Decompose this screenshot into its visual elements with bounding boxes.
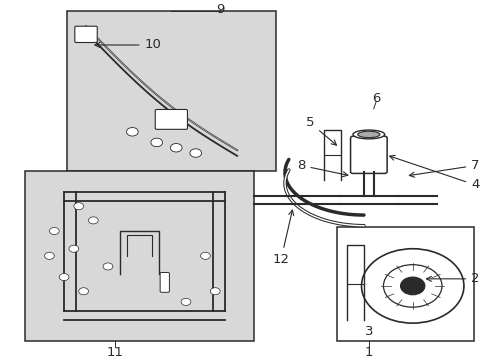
Text: 11: 11	[106, 346, 123, 359]
Text: 10: 10	[95, 39, 161, 51]
FancyBboxPatch shape	[75, 26, 97, 42]
FancyBboxPatch shape	[160, 273, 169, 292]
Circle shape	[210, 288, 220, 295]
Circle shape	[88, 217, 98, 224]
Circle shape	[69, 245, 79, 252]
FancyBboxPatch shape	[350, 136, 386, 174]
Circle shape	[151, 138, 162, 147]
Circle shape	[189, 149, 201, 157]
Ellipse shape	[357, 131, 379, 138]
Circle shape	[44, 252, 54, 259]
Circle shape	[361, 249, 463, 323]
Bar	[25, 171, 254, 341]
Circle shape	[126, 127, 138, 136]
Text: 2: 2	[426, 273, 479, 285]
Ellipse shape	[352, 130, 384, 139]
Text: 3: 3	[364, 325, 372, 338]
Circle shape	[181, 298, 190, 305]
Circle shape	[400, 277, 424, 295]
Bar	[336, 228, 473, 341]
Circle shape	[49, 228, 59, 235]
Text: 1: 1	[364, 346, 372, 359]
Bar	[66, 11, 276, 171]
Text: 7: 7	[408, 159, 479, 177]
Circle shape	[79, 288, 88, 295]
Circle shape	[59, 274, 69, 280]
Text: 4: 4	[389, 155, 479, 192]
Circle shape	[170, 144, 182, 152]
Text: 12: 12	[272, 210, 293, 266]
Circle shape	[383, 265, 441, 307]
Circle shape	[74, 203, 83, 210]
FancyBboxPatch shape	[155, 109, 187, 129]
Text: 5: 5	[305, 116, 336, 145]
Circle shape	[103, 263, 113, 270]
Text: 6: 6	[371, 92, 380, 105]
Text: 9: 9	[216, 3, 224, 16]
Circle shape	[200, 252, 210, 259]
Text: 8: 8	[297, 159, 347, 177]
